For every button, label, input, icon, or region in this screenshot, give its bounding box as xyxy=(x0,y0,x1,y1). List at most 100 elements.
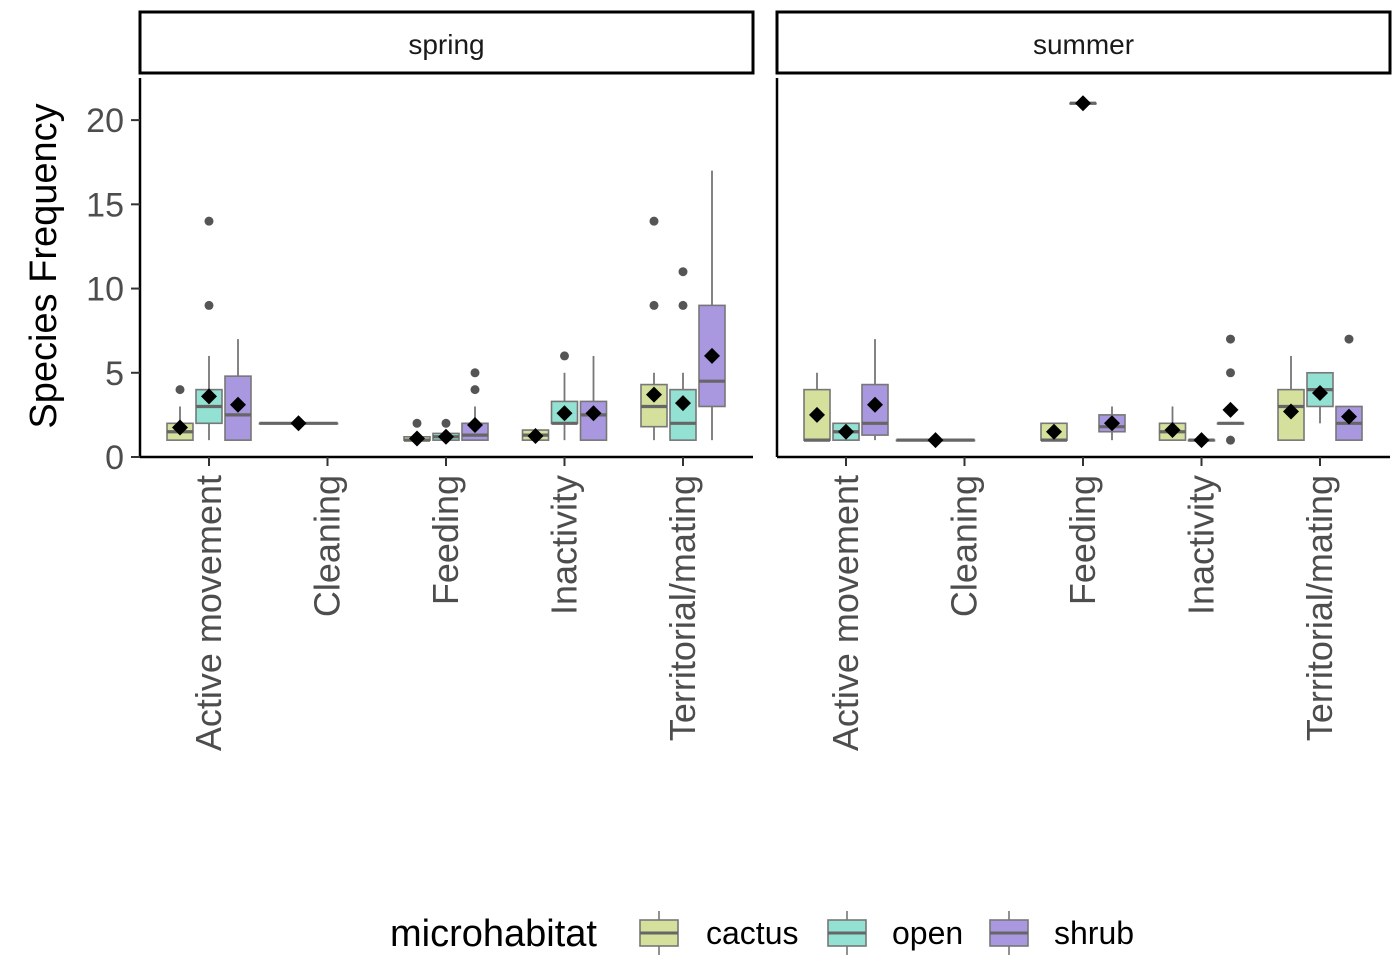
facet-strips: spring summer xyxy=(138,10,1392,75)
outlier-point xyxy=(1226,435,1235,445)
y-tick-label-15: 15 xyxy=(86,186,124,224)
mean-diamond xyxy=(1283,403,1299,420)
box-feeding-shrub xyxy=(1098,406,1126,441)
mean-diamond xyxy=(1046,423,1062,440)
box-active-movement-cactus xyxy=(166,385,194,441)
box-feeding-open xyxy=(432,418,460,445)
box-territorial-mating-shrub xyxy=(698,170,726,441)
mean-diamond xyxy=(1222,401,1239,418)
box-inactivity-shrub xyxy=(1216,334,1245,445)
box-inactivity-shrub xyxy=(579,355,608,441)
x-tick-label-spring-territorial-mating: Territorial/mating xyxy=(662,475,703,741)
legend-label-cactus: cactus xyxy=(706,915,798,951)
x-tick-label-summer-feeding: Feeding xyxy=(1062,475,1103,605)
mean-diamond xyxy=(1075,95,1091,112)
x-tick-label-spring-cleaning: Cleaning xyxy=(307,475,348,617)
x-tick-label-summer-active-movement: Active movement xyxy=(825,475,866,751)
mean-diamond xyxy=(201,388,217,405)
x-axis: Active movement Cleaning Feeding Inactivity… xyxy=(188,457,1340,751)
box-active-movement-shrub xyxy=(224,339,252,441)
y-tick-label-5: 5 xyxy=(105,355,124,393)
y-tick-label-20: 20 xyxy=(86,102,124,140)
outlier-point xyxy=(441,418,451,428)
box-active-movement-cactus xyxy=(803,372,831,442)
box-cleaning-cactus xyxy=(895,432,976,449)
box-active-movement-open xyxy=(832,422,860,441)
outlier-point xyxy=(470,368,480,378)
outlier-point xyxy=(412,418,422,428)
outlier-point xyxy=(1226,368,1235,378)
mean-diamond xyxy=(809,406,825,423)
box-active-movement-shrub xyxy=(861,339,889,441)
panel-spring xyxy=(138,78,753,459)
x-tick-label-spring-inactivity: Inactivity xyxy=(544,475,585,615)
y-axis: 0 5 10 15 20 xyxy=(86,102,140,477)
box-feeding-cactus xyxy=(403,418,431,447)
mean-diamond xyxy=(1341,408,1357,425)
box-territorial-mating-open xyxy=(1306,371,1334,424)
outlier-point xyxy=(204,216,214,226)
x-tick-label-summer-inactivity: Inactivity xyxy=(1181,475,1222,615)
box-inactivity-open xyxy=(550,351,579,441)
facet-strip-spring: spring xyxy=(138,10,755,75)
facet-strip-label: spring xyxy=(408,29,484,60)
mean-diamond xyxy=(556,405,573,422)
mean-diamond xyxy=(230,396,246,413)
legend-label-open: open xyxy=(892,915,963,951)
legend-entry-shrub: shrub xyxy=(989,911,1134,955)
facet-strip-summer: summer xyxy=(775,10,1392,75)
box-active-movement-open xyxy=(195,216,223,441)
mean-diamond xyxy=(838,423,854,440)
legend-title: microhabitat xyxy=(390,913,597,955)
mean-diamond xyxy=(290,415,307,432)
box-cleaning-cactus xyxy=(258,415,339,432)
x-tick-label-spring-active-movement: Active movement xyxy=(188,475,229,751)
y-tick-label-0: 0 xyxy=(105,439,124,477)
mean-diamond xyxy=(172,419,188,436)
box-feeding-cactus xyxy=(1040,422,1068,442)
box-territorial-mating-cactus xyxy=(1277,355,1305,441)
box-iqr xyxy=(669,388,697,441)
facet-panels xyxy=(138,78,1390,459)
panel-summer xyxy=(775,78,1390,459)
box-feeding-shrub xyxy=(461,368,489,441)
mean-diamond xyxy=(409,430,425,447)
mean-diamond xyxy=(867,396,883,413)
outlier-point xyxy=(204,300,214,310)
mean-diamond xyxy=(585,405,602,422)
mean-diamond xyxy=(527,427,544,444)
mean-diamond xyxy=(1104,415,1120,432)
legend-entry-open: open xyxy=(827,911,963,955)
outlier-point xyxy=(1344,334,1354,344)
y-tick-label-10: 10 xyxy=(86,271,124,309)
mean-diamond xyxy=(704,347,720,364)
mean-diamond xyxy=(927,432,944,449)
mean-diamond xyxy=(646,386,662,403)
outlier-point xyxy=(470,385,480,395)
box-territorial-mating-shrub xyxy=(1335,334,1363,441)
box-inactivity-cactus xyxy=(1158,406,1187,441)
x-tick-label-summer-cleaning: Cleaning xyxy=(944,475,985,617)
mean-diamond xyxy=(1193,432,1210,449)
box-feeding-open xyxy=(1069,95,1097,112)
facet-strip-box xyxy=(138,10,755,75)
y-axis-title: Species Frequency xyxy=(23,103,65,428)
outlier-point xyxy=(678,300,688,310)
outlier-point xyxy=(560,351,569,361)
box-territorial-mating-open xyxy=(669,267,697,441)
box-inactivity-open xyxy=(1187,432,1216,449)
outlier-point xyxy=(1226,334,1235,344)
legend-label-shrub: shrub xyxy=(1054,915,1134,951)
facet-strip-label: summer xyxy=(1033,29,1134,60)
x-tick-label-summer-territorial-mating: Territorial/mating xyxy=(1299,475,1340,741)
facet-strip-box xyxy=(775,10,1392,75)
x-tick-label-spring-feeding: Feeding xyxy=(425,475,466,605)
mean-diamond xyxy=(675,395,691,412)
legend-entry-cactus: cactus xyxy=(639,911,798,955)
mean-diamond xyxy=(467,416,483,433)
mean-diamond xyxy=(1312,384,1328,401)
box-iqr xyxy=(698,304,726,408)
outlier-point xyxy=(649,216,659,226)
mean-diamond xyxy=(1164,422,1181,439)
